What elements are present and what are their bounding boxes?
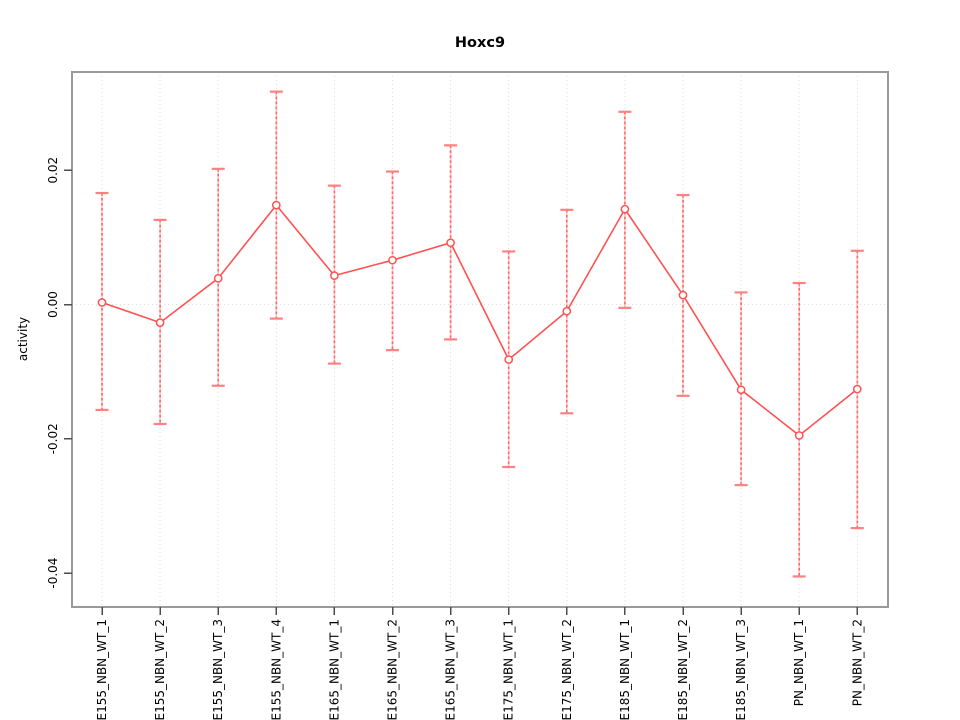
x-tick-label: E165_NBN_WT_3 bbox=[444, 619, 458, 720]
x-axis: E155_NBN_WT_1 E155_NBN_WT_2 E155_NBN_WT_3 E… bbox=[95, 607, 864, 720]
x-tick-label: E155_NBN_WT_4 bbox=[269, 619, 283, 720]
data-point bbox=[330, 271, 339, 280]
error-bar bbox=[792, 281, 806, 578]
x-tick-label: E155_NBN_WT_2 bbox=[153, 619, 167, 720]
data-point bbox=[504, 355, 514, 364]
plot-box bbox=[71, 71, 889, 608]
x-tick-label: E185_NBN_WT_1 bbox=[618, 619, 632, 720]
markers bbox=[97, 200, 862, 440]
x-tick-label: E155_NBN_WT_1 bbox=[95, 619, 109, 720]
data-point bbox=[678, 290, 688, 300]
x-tick-label: E155_NBN_WT_3 bbox=[211, 619, 225, 720]
gridlines bbox=[72, 72, 888, 607]
data-point bbox=[213, 273, 223, 283]
data-point bbox=[446, 238, 455, 248]
data-point bbox=[271, 200, 281, 210]
x-tick-label: E185_NBN_WT_2 bbox=[676, 619, 690, 720]
x-tick-label: PN_NBN_WT_2 bbox=[850, 619, 864, 706]
series-line bbox=[101, 203, 858, 437]
data-point bbox=[388, 255, 397, 265]
error-bars bbox=[95, 90, 864, 578]
x-tick-label: E165_NBN_WT_2 bbox=[386, 619, 400, 720]
y-tick-label: -0.02 bbox=[46, 423, 60, 454]
x-tick-label: E185_NBN_WT_3 bbox=[734, 619, 748, 720]
data-point bbox=[562, 306, 572, 316]
y-tick-label: 0.00 bbox=[46, 291, 60, 318]
data-point bbox=[155, 318, 165, 327]
x-tick-label: E165_NBN_WT_1 bbox=[327, 619, 341, 720]
data-point bbox=[736, 385, 746, 395]
y-axis-label: activity bbox=[16, 317, 30, 361]
data-point bbox=[620, 204, 630, 214]
y-axis: 0.02 0.00 -0.02 -0.04 bbox=[46, 157, 72, 589]
chart-title: Hoxc9 bbox=[455, 35, 505, 51]
data-point bbox=[97, 298, 107, 307]
x-tick-label: E175_NBN_WT_2 bbox=[560, 619, 574, 720]
x-tick-label: PN_NBN_WT_1 bbox=[792, 619, 806, 706]
x-tick-label: E175_NBN_WT_1 bbox=[502, 619, 516, 720]
data-point bbox=[794, 431, 804, 440]
y-tick-label: -0.04 bbox=[46, 558, 60, 589]
data-point bbox=[852, 384, 862, 394]
y-tick-label: 0.02 bbox=[46, 157, 60, 184]
